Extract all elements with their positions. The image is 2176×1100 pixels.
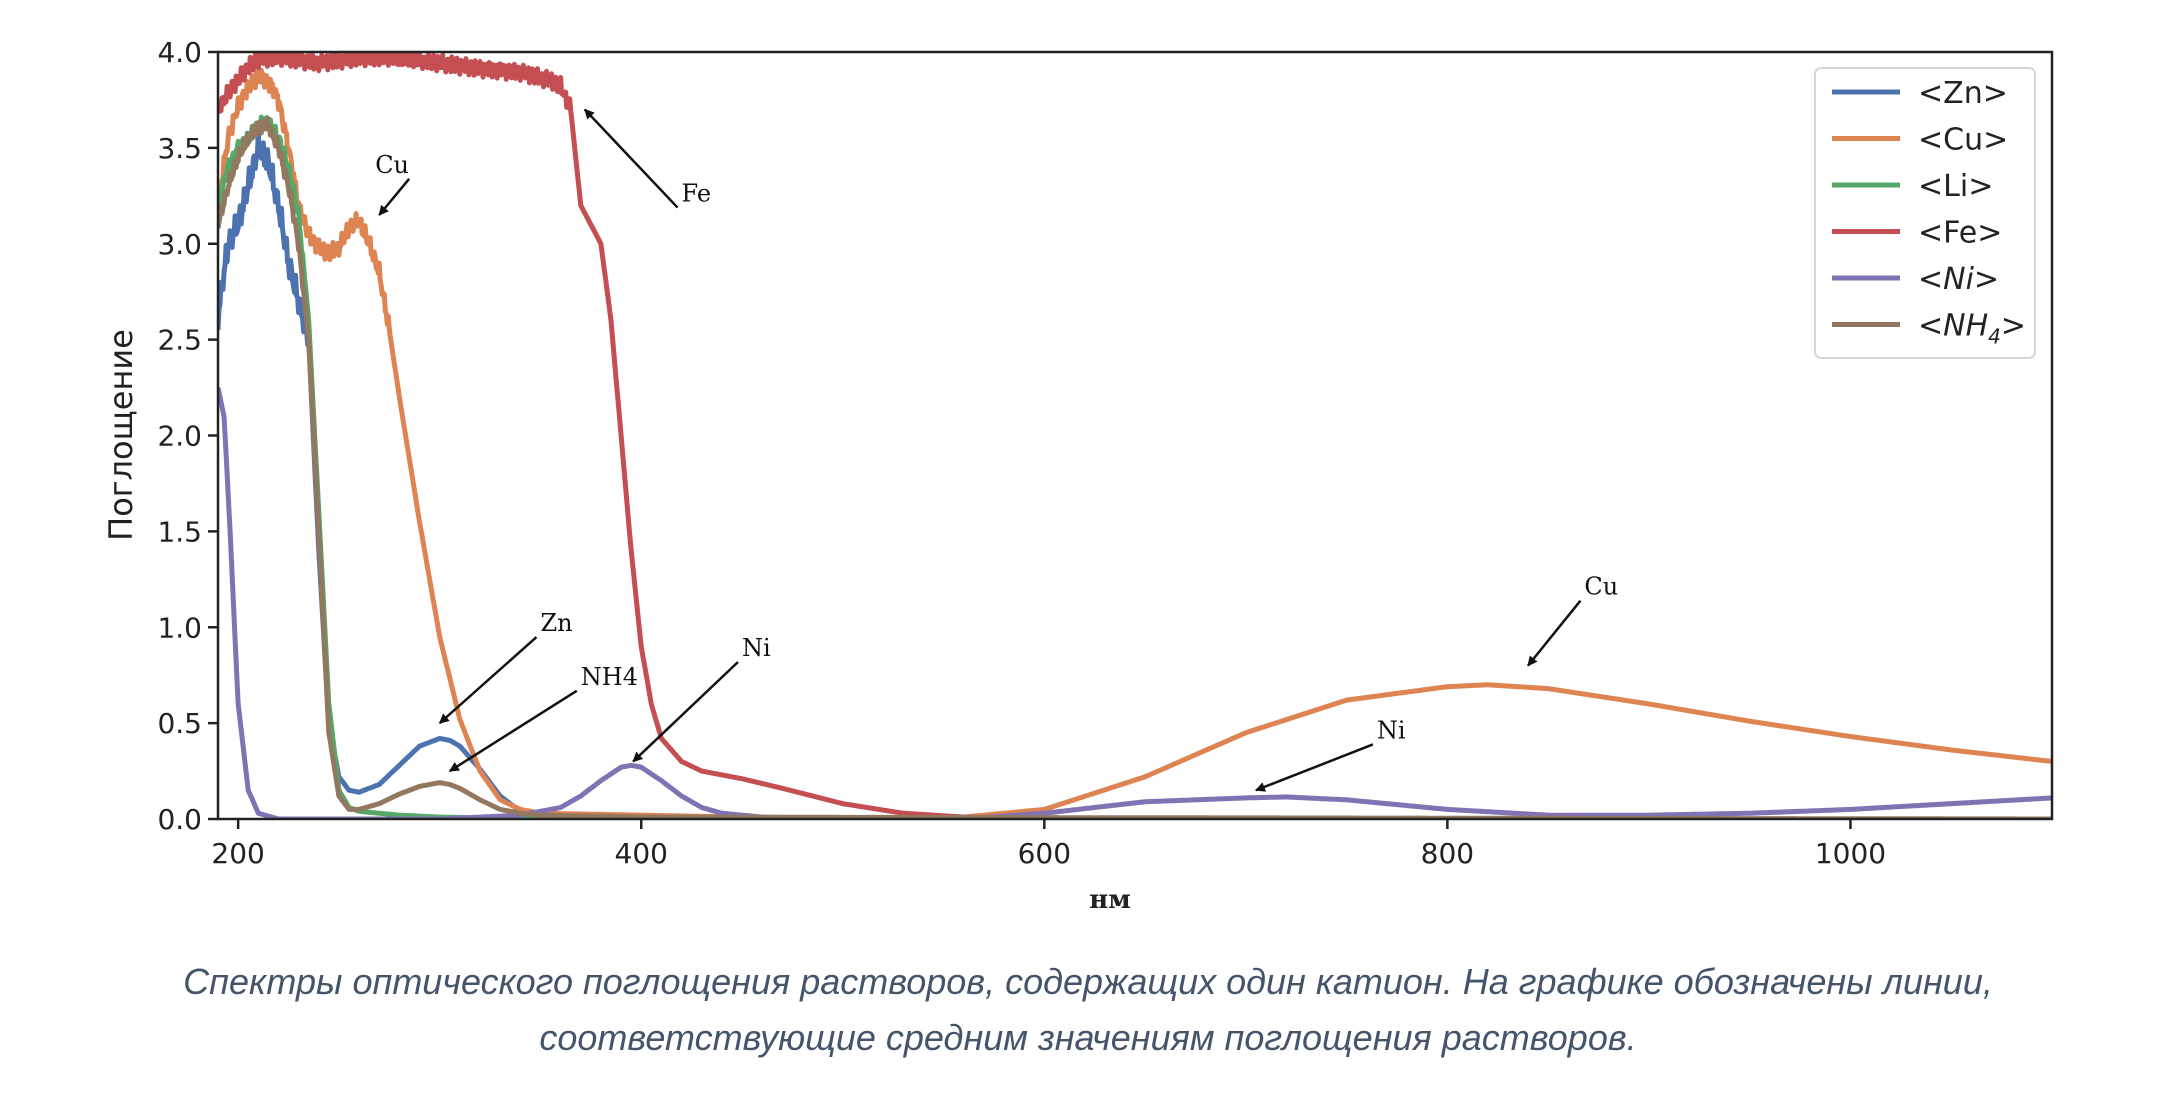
annotation-layer: Cu Fe Zn NH4 Ni Cu Ni <box>375 108 1618 792</box>
y-axis-title: Поглощение <box>102 329 140 541</box>
x-tick-label: 400 <box>615 837 668 870</box>
legend-entry-ni: <Ni> <box>1918 262 1999 297</box>
annotation-label-ni: Ni <box>1377 716 1406 744</box>
y-tick-label: 3.0 <box>157 228 202 261</box>
annotation-label-zn: Zn <box>540 609 572 637</box>
annotation-arrow <box>1254 743 1374 792</box>
y-tick-label: 2.5 <box>157 324 202 357</box>
x-tick-label: 200 <box>211 837 264 870</box>
annotation-arrow <box>583 108 679 209</box>
series-line-ni <box>218 387 2052 819</box>
legend-entry-fe: <Fe> <box>1918 216 2002 251</box>
y-tick-label: 1.5 <box>157 515 202 548</box>
y-tick-label: 3.5 <box>157 132 202 165</box>
legend-entry-cu: <Cu> <box>1918 123 2008 158</box>
annotation-arrow <box>448 689 578 773</box>
annotation-label-cu: Cu <box>375 151 409 179</box>
series-line-li <box>218 114 2052 819</box>
y-tick-label: 0.5 <box>157 707 202 740</box>
annotation-label-ni: Ni <box>742 634 771 662</box>
legend-entry-zn: <Zn> <box>1918 76 2008 111</box>
figure-caption-line-2: соответствующие средним значениям поглощ… <box>539 1017 1637 1058</box>
x-tick-label: 600 <box>1018 837 1071 870</box>
y-tick-label: 2.0 <box>157 420 202 453</box>
x-axis-title: нм <box>1089 885 1131 915</box>
series-line-nh <box>218 115 2052 819</box>
series-line-fe <box>218 52 2052 819</box>
series-line-cu <box>218 67 2052 819</box>
x-tick-label: 800 <box>1421 837 1474 870</box>
y-tick-label: 1.0 <box>157 611 202 644</box>
axes-layer: 0.0 0.5 1.0 1.5 2.0 2.5 3.0 3.5 4.0 200 400 600 800 1… <box>157 36 1886 870</box>
x-tick-label: 1000 <box>1815 837 1886 870</box>
annotation-arrow <box>438 636 538 725</box>
figure-caption-line-1: Спектры оптического поглощения растворов… <box>183 961 1993 1002</box>
legend-entry-li: <Li> <box>1918 169 1993 204</box>
annotation-label-nh4: NH4 <box>581 663 638 691</box>
annotation-arrow <box>378 178 411 216</box>
annotation-label-cu: Cu <box>1584 573 1618 601</box>
legend-entry-nh: <NH4> <box>1918 309 2026 349</box>
annotation-label-fe: Fe <box>682 180 712 208</box>
y-tick-label: 0.0 <box>157 803 202 836</box>
y-tick-label: 4.0 <box>157 36 202 69</box>
annotation-arrow <box>1527 599 1582 667</box>
series-layer <box>218 52 2052 819</box>
series-line-zn <box>218 130 2052 819</box>
absorption-chart: Cu Fe Zn NH4 Ni Cu Ni 0.0 0.5 1.0 1.5 2.0 2.5 3.0 3.5… <box>102 36 2054 915</box>
plot-frame <box>216 50 2054 821</box>
legend: <Zn> <Cu> <Li> <Fe> <Ni> <NH4> <box>1814 67 2036 359</box>
annotation-arrow <box>632 661 739 763</box>
